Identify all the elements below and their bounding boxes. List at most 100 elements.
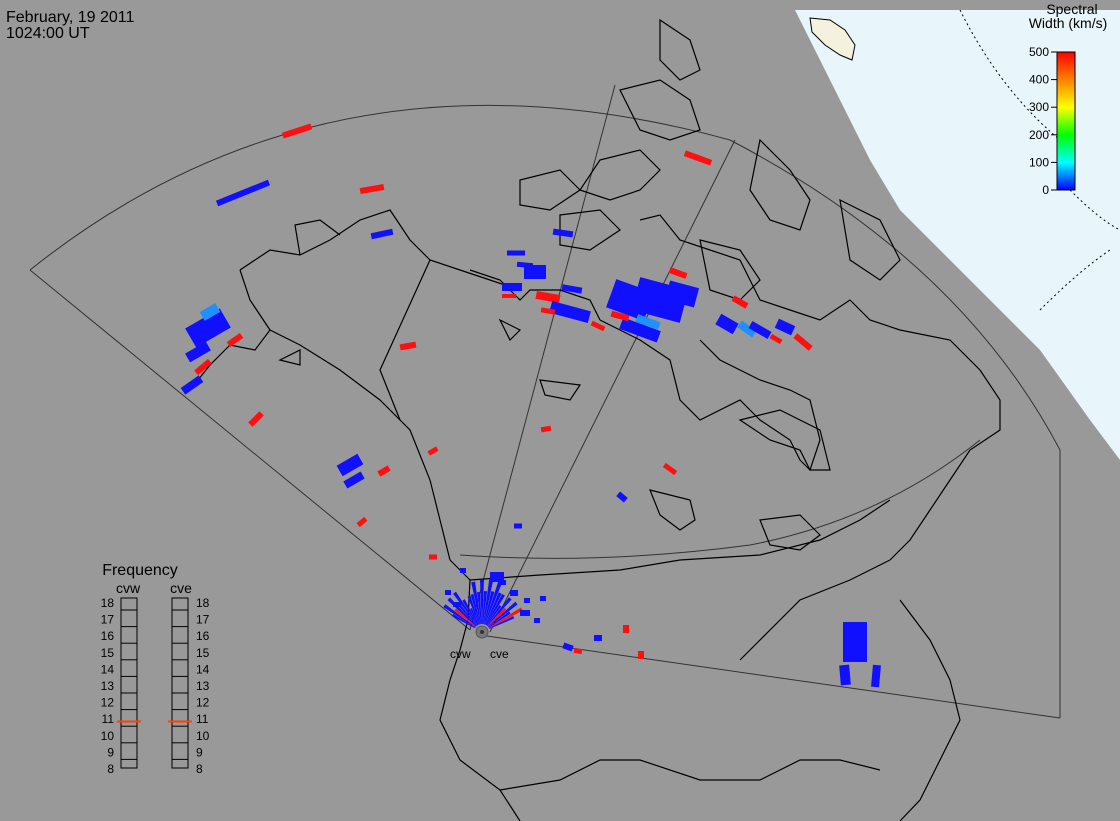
echo-cell xyxy=(462,599,479,626)
echo-cell xyxy=(843,622,867,662)
echo-cell xyxy=(573,647,583,655)
echo-cell xyxy=(590,320,606,332)
radar-echoes xyxy=(180,123,881,688)
echo-cell xyxy=(662,462,678,476)
colorbar-subtitle: Width (km/s) xyxy=(1029,15,1108,31)
echo-cell xyxy=(399,341,417,351)
echo-cell xyxy=(483,591,495,625)
echo-cell xyxy=(552,228,574,238)
echo-cell xyxy=(356,516,368,528)
echo-cell xyxy=(487,607,507,627)
echo-cell xyxy=(453,591,478,626)
echo-cell xyxy=(470,594,481,625)
colorbar-tick-label: 100 xyxy=(1029,155,1049,169)
colorbar-legend: Spectral Width (km/s) 500 400 300 200 100 0 xyxy=(1029,1,1108,197)
frequency-tick-label-cvw: 14 xyxy=(101,662,115,676)
echo-cell xyxy=(445,590,451,595)
echo-cell xyxy=(715,313,739,335)
echo-cell xyxy=(514,523,522,529)
frequency-title: Frequency xyxy=(102,562,178,579)
echo-cell xyxy=(215,179,271,207)
echo-cell xyxy=(185,308,231,348)
frequency-tick-label-cve: 8 xyxy=(196,762,203,776)
echo-cell xyxy=(594,635,602,641)
echo-cell xyxy=(484,580,503,625)
radar-label-cve: cve xyxy=(490,647,509,661)
frequency-tick-label-cvw: 11 xyxy=(102,712,115,726)
echo-cell xyxy=(457,603,478,627)
echo-cell xyxy=(623,625,629,633)
echo-cell xyxy=(610,310,630,322)
echo-cell xyxy=(793,333,813,351)
echo-cell xyxy=(343,471,365,489)
echo-cell xyxy=(769,333,783,345)
frequency-gauge-cve xyxy=(171,597,189,769)
echo-cell xyxy=(748,321,772,339)
latitude-circle xyxy=(1039,249,1111,311)
echo-cell xyxy=(460,568,466,573)
echo-cell xyxy=(467,595,480,625)
echo-cell xyxy=(774,318,796,336)
header-date: February, 19 2011 xyxy=(6,9,135,26)
echo-cell xyxy=(480,580,484,624)
frequency-tick-label-cvw: 18 xyxy=(101,596,115,610)
echo-cell xyxy=(488,611,511,628)
frequency-tick-label-cvw: 15 xyxy=(101,646,115,660)
echo-cell xyxy=(510,590,518,596)
echo-cell xyxy=(429,554,437,560)
echo-cell xyxy=(226,332,244,348)
echo-cell xyxy=(520,610,530,616)
echo-cell xyxy=(487,601,518,628)
echo-cell xyxy=(502,283,522,291)
frequency-tick-label-cve: 9 xyxy=(196,745,203,759)
echo-cell xyxy=(377,465,391,477)
echo-cell xyxy=(507,250,525,256)
echo-cell xyxy=(486,605,502,626)
echo-cell xyxy=(199,303,221,321)
polar-region xyxy=(795,10,1120,460)
frequency-tick-label-cve: 16 xyxy=(196,629,210,643)
echo-cell xyxy=(470,608,479,625)
echo-cell xyxy=(483,579,494,625)
frequency-tick-label-cve: 10 xyxy=(196,729,210,743)
radar-label-cvw: cvw xyxy=(450,647,471,661)
echo-cell xyxy=(281,123,313,139)
colorbar-tick-label: 400 xyxy=(1029,73,1049,87)
echo-cell xyxy=(619,317,661,343)
echo-cell xyxy=(524,598,530,603)
echo-cell xyxy=(194,358,212,376)
echo-cell xyxy=(248,411,264,427)
echo-cell xyxy=(427,446,439,456)
frequency-tick-label-cve: 18 xyxy=(196,596,210,610)
frequency-radar-label-cvw: cvw xyxy=(116,580,141,596)
echo-cell xyxy=(635,314,661,330)
echo-cell xyxy=(871,664,881,688)
echo-cell xyxy=(185,341,211,363)
echo-cell xyxy=(616,491,628,503)
echo-cell xyxy=(370,228,394,240)
echo-cell xyxy=(453,602,461,607)
echo-cell xyxy=(668,267,688,279)
colorbar-title: Spectral xyxy=(1046,1,1097,17)
echo-cell xyxy=(540,596,546,601)
frequency-panel: Frequency cvw cve 18 18 17 17 16 16 15 15 14 14 13… xyxy=(101,562,210,776)
frequency-tick-label-cvw: 12 xyxy=(101,696,115,710)
colorbar-scale xyxy=(1056,51,1076,191)
frequency-tick-label-cvw: 16 xyxy=(101,629,115,643)
echo-cell xyxy=(664,280,700,308)
frequency-tick-label-cvw: 9 xyxy=(107,745,114,759)
echo-cell xyxy=(443,604,476,628)
echo-cell xyxy=(336,453,364,477)
echo-cell xyxy=(549,301,591,323)
echo-cell xyxy=(488,607,523,629)
radar-site-center xyxy=(480,630,484,634)
echo-cell xyxy=(535,290,561,304)
frequency-tick-label-cve: 13 xyxy=(196,679,210,693)
echo-cell xyxy=(485,592,502,625)
echo-cell xyxy=(737,320,757,338)
echo-cell xyxy=(524,265,546,279)
frequency-radar-label-cve: cve xyxy=(170,580,192,596)
colorbar-tick-label: 500 xyxy=(1029,45,1049,59)
